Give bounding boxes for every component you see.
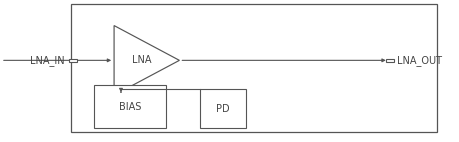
Bar xyxy=(385,59,393,62)
Bar xyxy=(71,4,436,132)
Text: LNA: LNA xyxy=(132,55,151,65)
Text: LNA_IN: LNA_IN xyxy=(30,55,65,66)
Bar xyxy=(94,85,165,128)
Text: PD: PD xyxy=(216,104,230,114)
Text: BIAS: BIAS xyxy=(118,102,141,111)
Bar xyxy=(200,89,246,128)
Bar xyxy=(68,59,77,62)
Text: LNA_OUT: LNA_OUT xyxy=(396,55,441,66)
